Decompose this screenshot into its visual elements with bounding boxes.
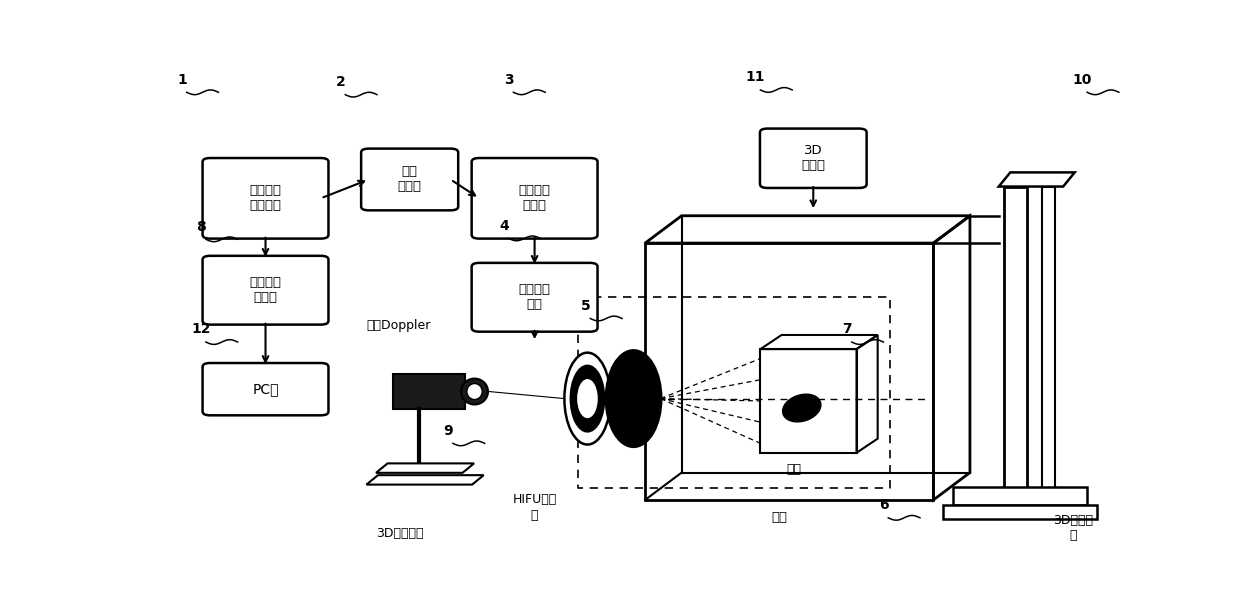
- Text: 8: 8: [196, 220, 206, 234]
- FancyBboxPatch shape: [760, 129, 867, 188]
- Ellipse shape: [578, 379, 598, 417]
- Ellipse shape: [466, 384, 482, 400]
- Text: 激光Doppler: 激光Doppler: [367, 319, 430, 332]
- Text: 阻抗匹配
网络: 阻抗匹配 网络: [518, 283, 551, 312]
- Text: 3D移动装
置: 3D移动装 置: [1053, 514, 1092, 542]
- Text: 10: 10: [1073, 73, 1092, 87]
- Text: 同步信号
控制系统: 同步信号 控制系统: [249, 184, 281, 212]
- Text: 器: 器: [531, 509, 538, 522]
- Text: HIFU换能: HIFU换能: [512, 493, 557, 506]
- Polygon shape: [944, 505, 1096, 519]
- Text: 6: 6: [879, 498, 888, 512]
- Text: 2: 2: [336, 75, 346, 89]
- FancyBboxPatch shape: [471, 263, 598, 332]
- Polygon shape: [367, 475, 484, 485]
- Text: 3D
控制台: 3D 控制台: [801, 144, 826, 172]
- Text: 3: 3: [503, 73, 513, 87]
- Text: 水箱: 水箱: [771, 511, 787, 524]
- Ellipse shape: [606, 350, 661, 447]
- Ellipse shape: [461, 379, 489, 405]
- Text: 3D移动装置: 3D移动装置: [376, 527, 424, 540]
- Text: 仿体: 仿体: [786, 463, 801, 476]
- Polygon shape: [998, 173, 1075, 187]
- Text: 12: 12: [191, 323, 211, 337]
- FancyBboxPatch shape: [202, 256, 329, 324]
- Polygon shape: [376, 463, 474, 473]
- Ellipse shape: [782, 394, 821, 422]
- Polygon shape: [1003, 187, 1027, 505]
- FancyBboxPatch shape: [202, 158, 329, 239]
- Ellipse shape: [570, 365, 604, 431]
- Text: 高速数据
采集卡: 高速数据 采集卡: [249, 276, 281, 304]
- Text: 波形
发生器: 波形 发生器: [398, 165, 422, 193]
- FancyBboxPatch shape: [471, 158, 598, 239]
- FancyBboxPatch shape: [361, 149, 459, 211]
- Text: PC机: PC机: [252, 382, 279, 396]
- FancyBboxPatch shape: [202, 363, 329, 416]
- Text: 4: 4: [498, 218, 508, 233]
- Text: 1: 1: [177, 73, 187, 87]
- Polygon shape: [1042, 187, 1055, 505]
- Polygon shape: [952, 487, 1087, 505]
- FancyBboxPatch shape: [393, 374, 465, 409]
- Text: 11: 11: [746, 70, 765, 84]
- Ellipse shape: [564, 353, 610, 444]
- Text: 9: 9: [443, 424, 453, 438]
- Text: 射频功率
放大器: 射频功率 放大器: [518, 184, 551, 212]
- Text: 5: 5: [580, 299, 590, 313]
- Text: 7: 7: [842, 323, 852, 337]
